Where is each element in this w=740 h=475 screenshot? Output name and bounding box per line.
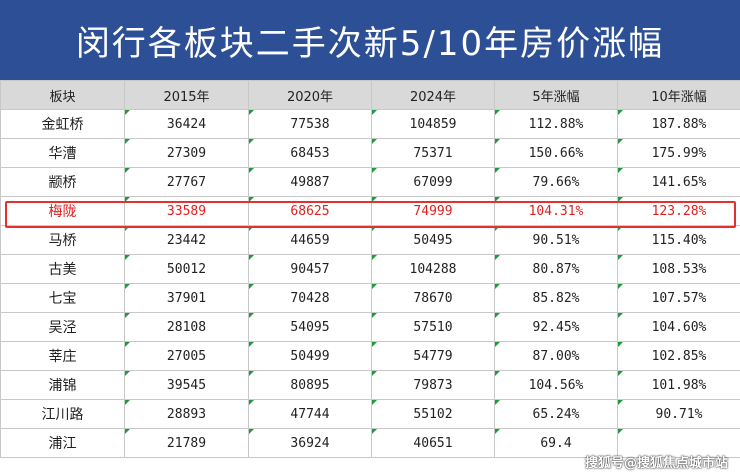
cell-growth-10y: 102.85%: [617, 341, 740, 371]
cell-growth-5y: 150.66%: [494, 138, 618, 168]
cell-growth-5y: 104.31%: [494, 196, 618, 226]
cell-price-2020: 44659: [248, 225, 372, 255]
cell-price-2024: 57510: [371, 312, 495, 342]
cell-price-2015: 27005: [124, 341, 249, 371]
cell-growth-5y: 80.87%: [494, 254, 618, 284]
column-header-district: 板块: [0, 80, 125, 110]
cell-growth-10y: [617, 428, 740, 458]
cell-district: 浦锦: [0, 370, 125, 400]
cell-growth-10y: 90.71%: [617, 399, 740, 429]
column-header-price-2015: 2015年: [124, 80, 249, 110]
watermark-text: 搜狐号@搜狐焦点城市站: [584, 456, 728, 471]
cell-district: 莘庄: [0, 341, 125, 371]
cell-price-2020: 68625: [248, 196, 372, 226]
cell-growth-5y: 112.88%: [494, 109, 618, 139]
table-row: 古美 50012 90457 104288 80.87% 108.53%: [0, 254, 740, 284]
cell-price-2015: 23442: [124, 225, 249, 255]
cell-district: 江川路: [0, 399, 125, 429]
column-header-price-2024: 2024年: [371, 80, 495, 110]
cell-growth-5y: 79.66%: [494, 167, 618, 197]
table-header-row: 板块 2015年 2020年 2024年 5年涨幅 10年涨幅: [0, 80, 740, 110]
cell-growth-10y: 107.57%: [617, 283, 740, 313]
table-row: 江川路 28893 47744 55102 65.24% 90.71%: [0, 399, 740, 429]
table-row: 金虹桥 36424 77538 104859 112.88% 187.88%: [0, 109, 740, 139]
cell-growth-5y: 104.56%: [494, 370, 618, 400]
cell-growth-10y: 187.88%: [617, 109, 740, 139]
table-row: 浦锦 39545 80895 79873 104.56% 101.98%: [0, 370, 740, 400]
cell-price-2020: 70428: [248, 283, 372, 313]
column-header-price-2020: 2020年: [248, 80, 372, 110]
cell-growth-10y: 115.40%: [617, 225, 740, 255]
table-row: 莘庄 27005 50499 54779 87.00% 102.85%: [0, 341, 740, 371]
table-row: 浦江 21789 36924 40651 69.4: [0, 428, 740, 458]
cell-price-2015: 33589: [124, 196, 249, 226]
cell-price-2015: 28108: [124, 312, 249, 342]
column-header-growth-5y: 5年涨幅: [494, 80, 618, 110]
cell-price-2024: 75371: [371, 138, 495, 168]
cell-price-2020: 50499: [248, 341, 372, 371]
cell-price-2015: 50012: [124, 254, 249, 284]
cell-district: 华漕: [0, 138, 125, 168]
cell-growth-5y: 85.82%: [494, 283, 618, 313]
table-row: 吴泾 28108 54095 57510 92.45% 104.60%: [0, 312, 740, 342]
cell-district: 古美: [0, 254, 125, 284]
cell-price-2020: 90457: [248, 254, 372, 284]
cell-price-2015: 27767: [124, 167, 249, 197]
cell-price-2020: 80895: [248, 370, 372, 400]
cell-price-2015: 21789: [124, 428, 249, 458]
cell-growth-10y: 108.53%: [617, 254, 740, 284]
table-row: 梅陇 33589 68625 74999 104.31% 123.28%: [0, 196, 740, 226]
cell-price-2024: 40651: [371, 428, 495, 458]
cell-price-2024: 78670: [371, 283, 495, 313]
cell-price-2024: 50495: [371, 225, 495, 255]
cell-growth-10y: 104.60%: [617, 312, 740, 342]
cell-district: 浦江: [0, 428, 125, 458]
cell-price-2024: 55102: [371, 399, 495, 429]
cell-price-2024: 104288: [371, 254, 495, 284]
cell-price-2020: 49887: [248, 167, 372, 197]
column-header-growth-10y: 10年涨幅: [617, 80, 740, 110]
cell-price-2015: 39545: [124, 370, 249, 400]
cell-district: 金虹桥: [0, 109, 125, 139]
cell-district: 七宝: [0, 283, 125, 313]
cell-price-2024: 104859: [371, 109, 495, 139]
cell-price-2015: 28893: [124, 399, 249, 429]
cell-growth-5y: 92.45%: [494, 312, 618, 342]
table-row: 七宝 37901 70428 78670 85.82% 107.57%: [0, 283, 740, 313]
cell-growth-10y: 101.98%: [617, 370, 740, 400]
cell-district: 梅陇: [0, 196, 125, 226]
table-row: 颛桥 27767 49887 67099 79.66% 141.65%: [0, 167, 740, 197]
title-banner: 闵行各板块二手次新5/10年房价涨幅: [0, 0, 740, 80]
table-row: 华漕 27309 68453 75371 150.66% 175.99%: [0, 138, 740, 168]
cell-growth-5y: 87.00%: [494, 341, 618, 371]
cell-district: 马桥: [0, 225, 125, 255]
table-row: 马桥 23442 44659 50495 90.51% 115.40%: [0, 225, 740, 255]
cell-price-2015: 37901: [124, 283, 249, 313]
cell-district: 吴泾: [0, 312, 125, 342]
cell-price-2020: 36924: [248, 428, 372, 458]
cell-growth-5y: 90.51%: [494, 225, 618, 255]
cell-price-2020: 77538: [248, 109, 372, 139]
cell-price-2020: 54095: [248, 312, 372, 342]
cell-price-2015: 27309: [124, 138, 249, 168]
page-title: 闵行各板块二手次新5/10年房价涨幅: [75, 23, 665, 64]
cell-growth-10y: 123.28%: [617, 196, 740, 226]
cell-price-2020: 68453: [248, 138, 372, 168]
cell-growth-10y: 175.99%: [617, 138, 740, 168]
cell-district: 颛桥: [0, 167, 125, 197]
cell-price-2024: 54779: [371, 341, 495, 371]
cell-price-2024: 74999: [371, 196, 495, 226]
cell-growth-10y: 141.65%: [617, 167, 740, 197]
cell-price-2015: 36424: [124, 109, 249, 139]
price-growth-table: 板块 2015年 2020年 2024年 5年涨幅 10年涨幅 金虹桥 36424 77538 1…: [0, 80, 740, 458]
cell-growth-5y: 65.24%: [494, 399, 618, 429]
cell-price-2024: 79873: [371, 370, 495, 400]
cell-price-2020: 47744: [248, 399, 372, 429]
cell-growth-5y: 69.4: [494, 428, 618, 458]
cell-price-2024: 67099: [371, 167, 495, 197]
